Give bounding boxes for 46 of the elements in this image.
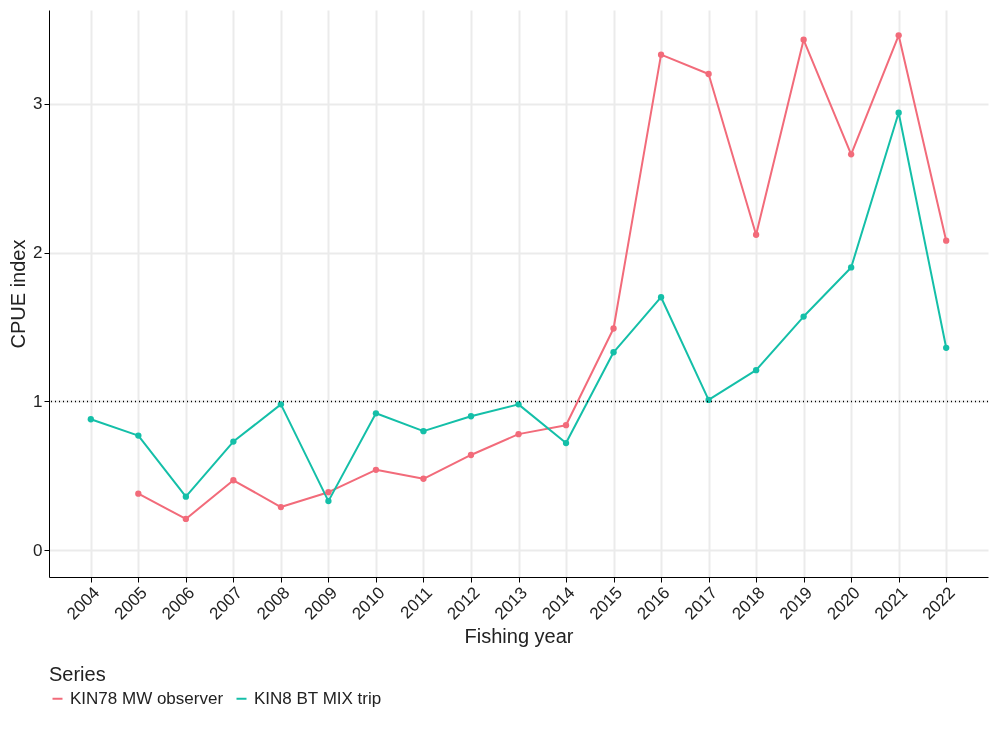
point [325, 489, 332, 496]
point [657, 294, 665, 301]
point [943, 237, 950, 244]
point [467, 413, 475, 420]
point [182, 493, 190, 500]
point [610, 349, 617, 356]
point [277, 503, 285, 511]
point [943, 344, 950, 351]
point [752, 231, 760, 238]
point [895, 109, 902, 116]
point [372, 410, 380, 417]
point [277, 401, 285, 408]
point [562, 439, 570, 447]
point [230, 438, 237, 445]
point [800, 313, 807, 320]
point [657, 51, 665, 58]
point [610, 325, 617, 332]
point [515, 430, 522, 438]
point [135, 490, 142, 497]
point [800, 36, 807, 43]
legend-title: Series [49, 663, 106, 685]
point [895, 32, 902, 39]
point [325, 497, 332, 505]
point [182, 515, 190, 523]
point [372, 466, 380, 474]
legend-label: KIN78 MW observer [70, 688, 224, 708]
y-tick-label: 0 [33, 540, 43, 560]
point [420, 475, 427, 482]
point [847, 264, 855, 271]
point [230, 477, 237, 484]
point [467, 451, 475, 459]
point [135, 432, 142, 439]
legend-label: KIN8 BT MIX trip [254, 688, 382, 708]
point [420, 428, 427, 435]
y-tick-label: 1 [33, 391, 43, 411]
y-axis-title: CPUE index [7, 239, 30, 349]
point [847, 151, 855, 158]
point [705, 70, 712, 78]
point [515, 401, 522, 408]
point [562, 422, 570, 429]
point [87, 416, 94, 423]
y-tick-label: 2 [33, 243, 43, 263]
point [705, 396, 712, 404]
point [752, 366, 760, 374]
y-tick-label: 3 [33, 94, 43, 114]
x-axis-title: Fishing year [464, 624, 574, 647]
